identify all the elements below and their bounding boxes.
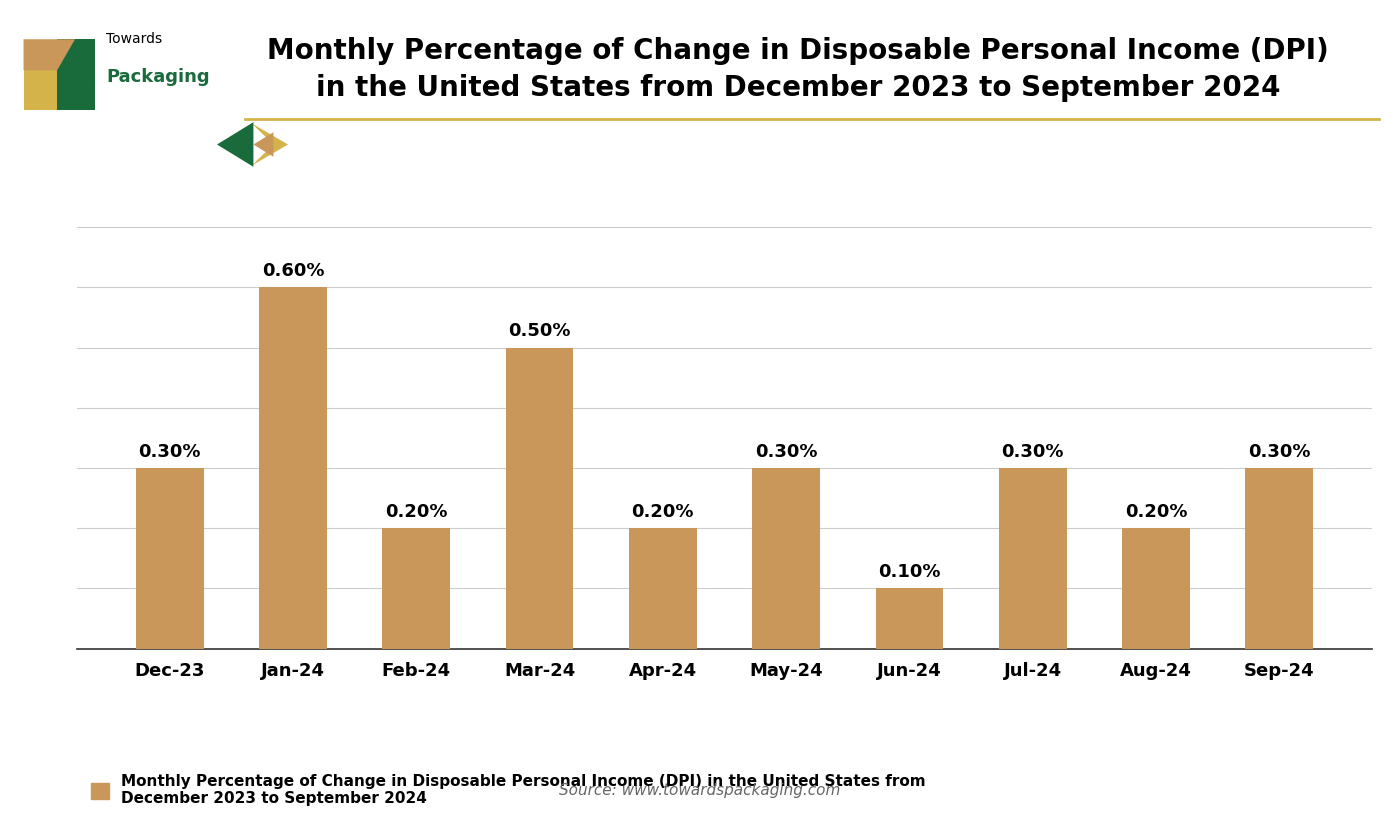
Bar	[136, 468, 203, 649]
Text: Packaging: Packaging	[106, 68, 210, 86]
Polygon shape	[24, 39, 76, 71]
Bar	[998, 468, 1067, 649]
Bar	[629, 528, 697, 649]
Text: 0.20%: 0.20%	[1124, 503, 1187, 521]
Bar	[505, 347, 574, 649]
Text: 0.30%: 0.30%	[755, 443, 818, 461]
Text: 0.30%: 0.30%	[139, 443, 202, 461]
Bar	[752, 468, 820, 649]
Polygon shape	[253, 132, 273, 157]
Text: 0.20%: 0.20%	[385, 503, 448, 521]
Polygon shape	[217, 122, 253, 167]
Text: 0.10%: 0.10%	[878, 563, 941, 581]
Bar	[1246, 468, 1313, 649]
Text: 0.20%: 0.20%	[631, 503, 694, 521]
Text: 0.30%: 0.30%	[1247, 443, 1310, 461]
Bar	[382, 528, 451, 649]
Legend: Monthly Percentage of Change in Disposable Personal Income (DPI) in the United S: Monthly Percentage of Change in Disposab…	[84, 768, 932, 813]
Polygon shape	[57, 39, 95, 110]
Text: 0.60%: 0.60%	[262, 262, 325, 280]
Bar	[875, 589, 944, 649]
Bar	[1121, 528, 1190, 649]
Text: Towards: Towards	[106, 32, 162, 46]
Text: 0.50%: 0.50%	[508, 323, 571, 341]
Polygon shape	[252, 123, 288, 166]
Bar	[259, 287, 328, 649]
Text: 0.30%: 0.30%	[1001, 443, 1064, 461]
Text: Monthly Percentage of Change in Disposable Personal Income (DPI)
in the United S: Monthly Percentage of Change in Disposab…	[267, 37, 1329, 102]
Polygon shape	[24, 71, 57, 110]
Text: Source: www.towardspackaging.com: Source: www.towardspackaging.com	[560, 783, 840, 798]
